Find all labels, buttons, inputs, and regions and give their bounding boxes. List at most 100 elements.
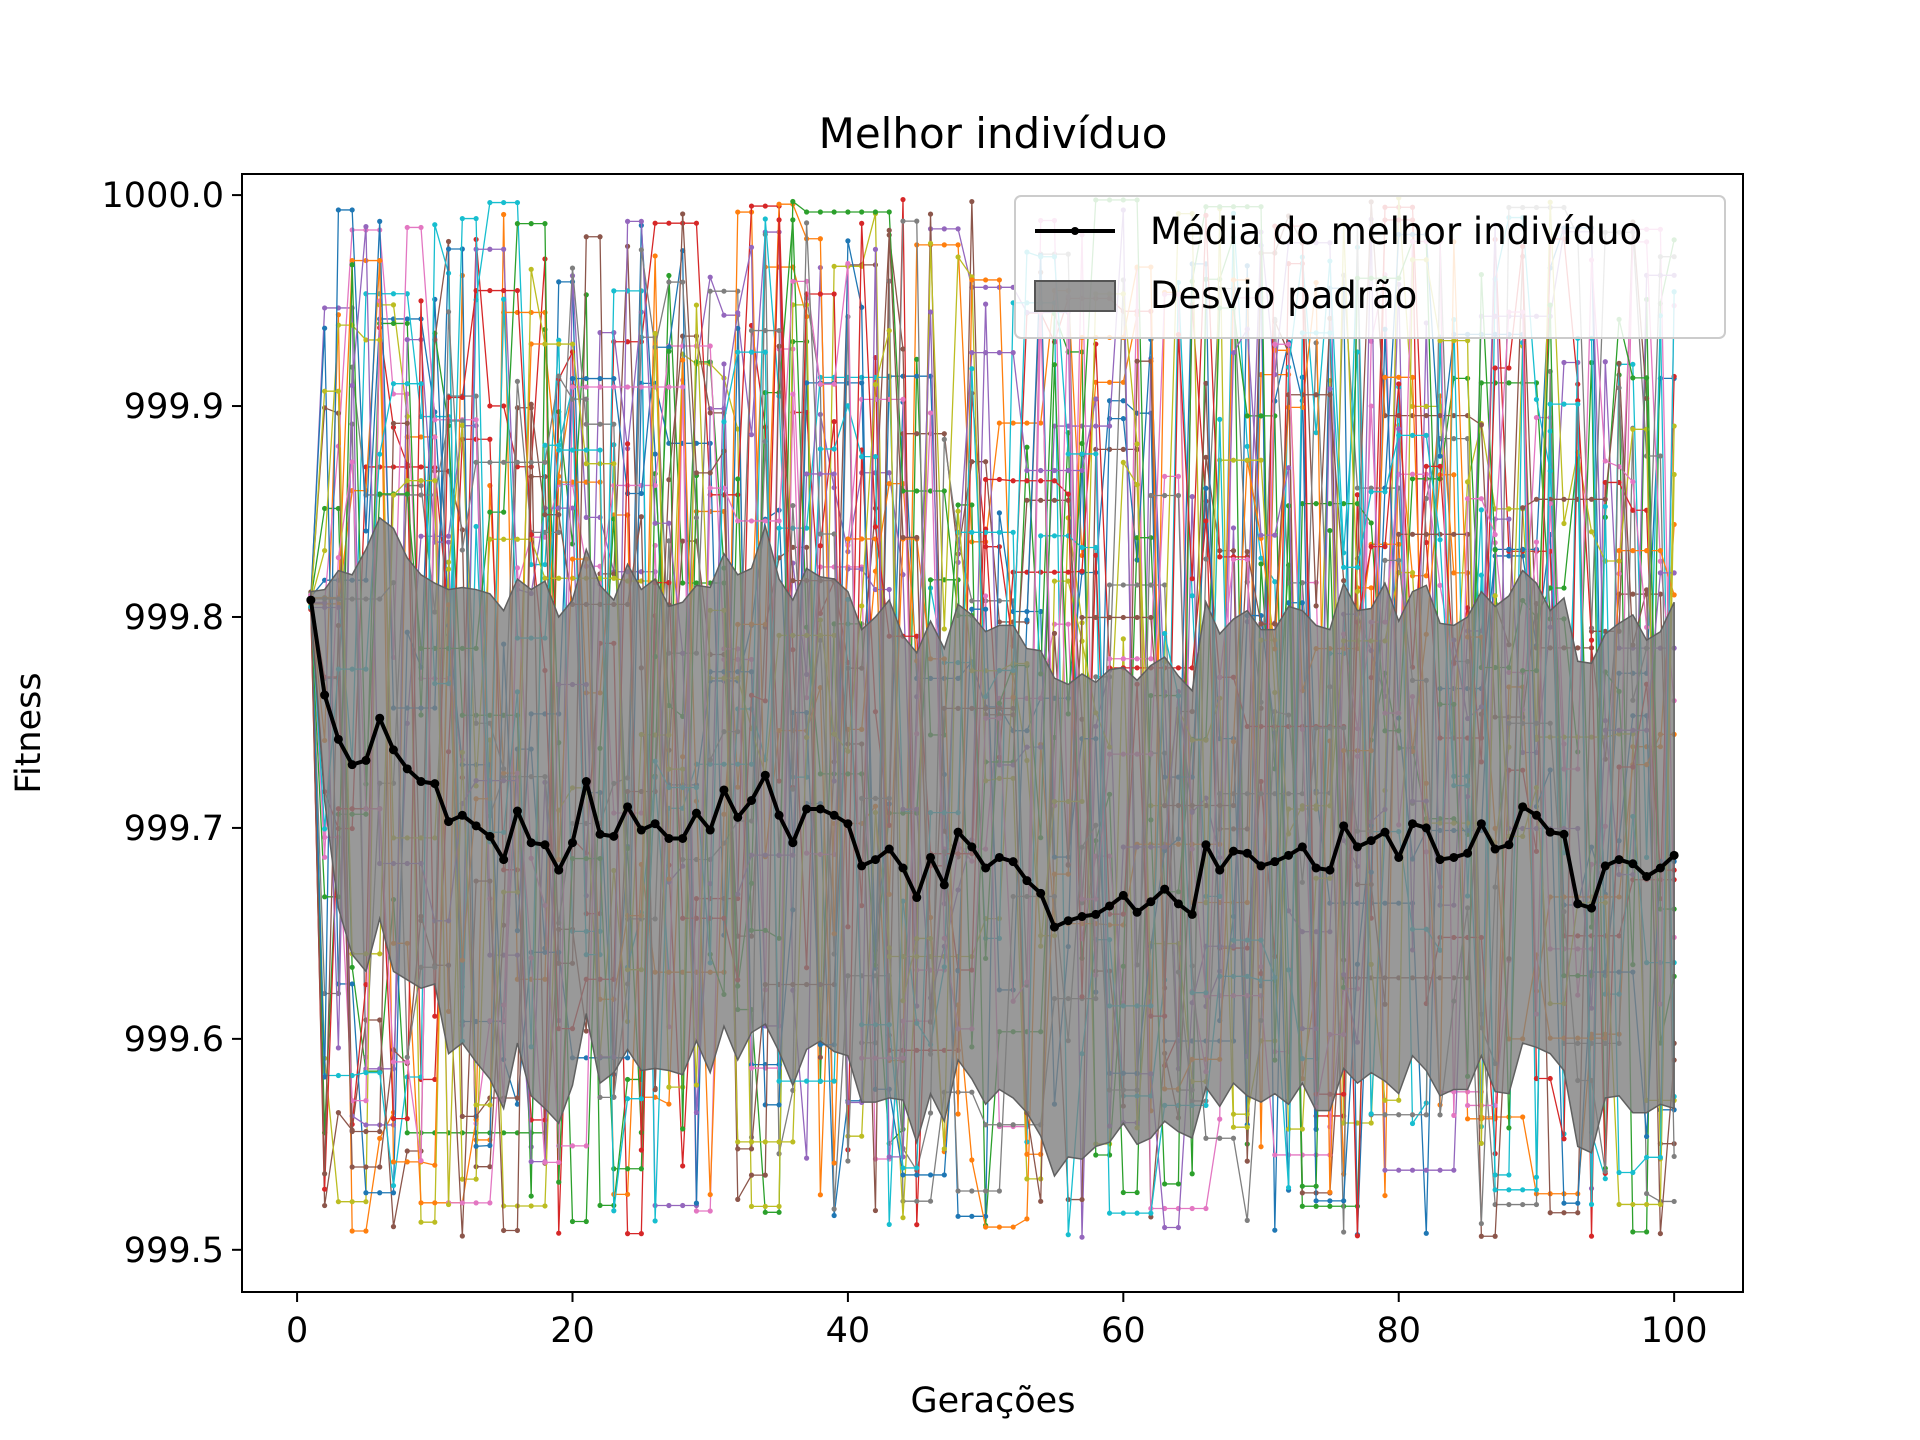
run-point (418, 482, 424, 489)
run-point (624, 441, 631, 447)
run-point (1038, 1198, 1044, 1204)
run-point (569, 447, 576, 453)
mean-point (981, 863, 991, 873)
run-point (556, 1230, 562, 1236)
mean-point (1256, 861, 1266, 871)
run-point (776, 327, 782, 334)
run-point (845, 536, 851, 542)
mean-point (691, 808, 701, 818)
run-point (514, 199, 521, 206)
run-point (487, 509, 493, 515)
mean-point (595, 829, 605, 839)
run-point (1657, 453, 1663, 459)
run-point (432, 1200, 438, 1206)
run-point (1354, 588, 1361, 594)
run-point (1396, 426, 1402, 432)
run-point (1272, 621, 1278, 627)
run-point (941, 242, 947, 248)
run-point (707, 470, 713, 476)
run-point (1244, 1158, 1250, 1164)
run-point (1217, 1135, 1223, 1141)
run-point (666, 580, 672, 586)
run-point (514, 287, 521, 294)
run-point (831, 1078, 837, 1084)
run-point (1575, 1210, 1581, 1216)
run-point (1079, 440, 1085, 447)
run-point (611, 461, 617, 467)
run-point (845, 566, 851, 572)
run-point (748, 349, 755, 355)
run-point (624, 218, 631, 224)
run-point (459, 1113, 465, 1119)
x-tick-label: 100 (1641, 1311, 1708, 1351)
run-point (983, 593, 989, 599)
mean-point (857, 861, 867, 871)
run-point (390, 492, 397, 498)
run-point (569, 375, 576, 382)
run-point (680, 279, 686, 285)
run-point (900, 1198, 906, 1204)
y-tick-label: 1000.0 (102, 176, 224, 216)
run-point (1299, 600, 1305, 606)
run-point (1520, 1114, 1526, 1120)
run-point (693, 1208, 700, 1214)
y-axis-label: Fitness (9, 672, 49, 793)
run-point (1409, 1112, 1416, 1118)
run-point (1409, 432, 1416, 438)
run-point (611, 571, 617, 577)
run-point (927, 240, 934, 246)
run-point (1051, 478, 1058, 484)
run-point (1327, 1203, 1333, 1209)
run-point (611, 575, 617, 581)
run-point (914, 1222, 920, 1228)
run-point (1189, 1171, 1195, 1177)
run-point (583, 292, 589, 298)
y-tick-label: 999.7 (124, 809, 224, 849)
run-point (859, 454, 865, 460)
run-point (1478, 507, 1484, 513)
run-point (377, 951, 383, 957)
run-point (1175, 1181, 1182, 1187)
run-point (1602, 359, 1608, 365)
mean-point (788, 838, 798, 848)
run-point (1024, 1216, 1030, 1222)
run-point (1285, 465, 1292, 471)
run-point (473, 459, 479, 465)
run-point (1024, 478, 1030, 484)
run-point (735, 310, 741, 316)
y-tick-label: 999.9 (124, 387, 224, 427)
run-point (404, 337, 410, 343)
run-point (1382, 1167, 1388, 1173)
y-tick-label: 999.5 (124, 1231, 224, 1271)
run-point (1341, 1091, 1347, 1097)
run-point (900, 1172, 906, 1178)
mean-point (733, 812, 743, 822)
run-point (1506, 1187, 1512, 1193)
run-point (1561, 1136, 1567, 1142)
run-point (1120, 636, 1126, 642)
run-point (1437, 1112, 1443, 1118)
run-point (1313, 1198, 1319, 1204)
run-point (624, 1191, 631, 1197)
legend-mean-label: Média do melhor indivíduo (1150, 210, 1642, 253)
run-point (349, 1228, 355, 1234)
mean-point (512, 806, 522, 816)
run-point (556, 373, 562, 379)
mean-point (1587, 903, 1597, 913)
run-point (762, 216, 768, 222)
run-point (390, 291, 397, 297)
run-point (1644, 1201, 1650, 1208)
run-point (1093, 544, 1099, 551)
run-point (583, 1218, 589, 1225)
run-point (638, 1096, 644, 1102)
run-point (487, 1200, 493, 1206)
run-point (445, 309, 452, 315)
run-point (900, 534, 906, 541)
run-point (776, 217, 782, 223)
run-point (817, 236, 823, 242)
run-point (983, 459, 989, 465)
x-tick-label: 60 (1101, 1311, 1146, 1351)
run-point (1093, 552, 1099, 558)
run-point (569, 349, 576, 355)
run-point (1354, 1233, 1361, 1239)
